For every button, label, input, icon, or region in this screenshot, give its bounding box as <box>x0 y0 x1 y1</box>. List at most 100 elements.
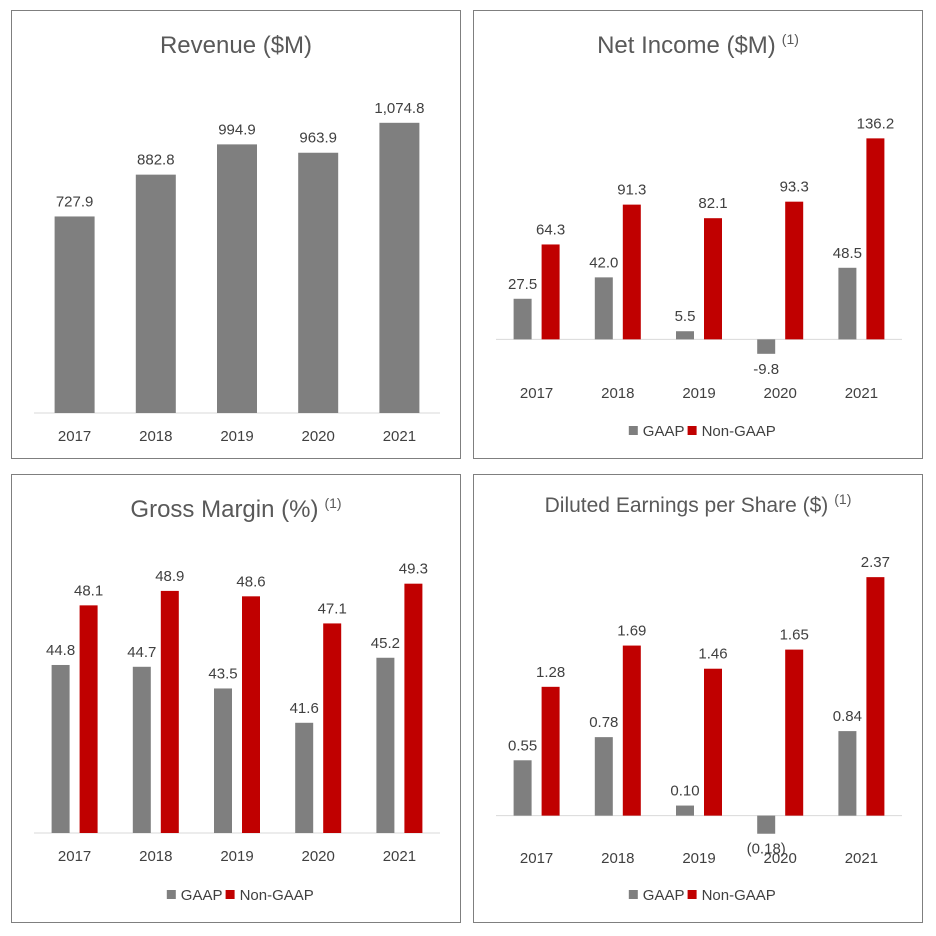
legend-label: Non-GAAP <box>240 887 314 904</box>
bar-non-gaap-2017 <box>79 605 98 833</box>
x-tick-label: 2017 <box>58 848 91 865</box>
data-label: 727.9 <box>56 193 94 210</box>
data-label: 64.3 <box>536 221 565 238</box>
data-label: 82.1 <box>698 195 727 212</box>
diluted-eps-chart-panel: Diluted Earnings per Share ($) (1) 0.55 1.… <box>473 474 923 923</box>
data-label: 0.84 <box>833 708 862 725</box>
x-tick-label: 2020 <box>302 428 335 445</box>
x-tick-label: 2021 <box>383 848 416 865</box>
data-label: 91.3 <box>617 182 646 199</box>
x-tick-label: 2018 <box>139 848 172 865</box>
chart-title: Gross Margin (%) (1) <box>130 495 341 523</box>
x-tick-label: 2019 <box>682 385 715 402</box>
data-label: -9.8 <box>753 361 779 378</box>
data-label: 2.37 <box>861 554 890 571</box>
x-tick-label: 2018 <box>601 850 634 867</box>
x-tick-label: 2019 <box>682 850 715 867</box>
gross-margin-chart-panel: Gross Margin (%) (1) 44.8 48.1 2017 44.7 48.9… <box>11 474 461 923</box>
bar-gaap-2017 <box>513 298 532 340</box>
x-tick-label: 2019 <box>220 428 253 445</box>
bar-gaap-2019 <box>214 688 232 833</box>
bar-gaap-2017 <box>51 664 70 833</box>
x-tick-label: 2017 <box>520 850 553 867</box>
chart-title: Net Income ($M) (1) <box>597 31 799 59</box>
x-tick-label: 2018 <box>601 385 634 402</box>
bar-gaap-2019 <box>676 331 694 340</box>
bar-gaap-2020 <box>295 722 314 833</box>
data-label: 1.46 <box>698 646 727 663</box>
bar-revenue-2021 <box>379 122 420 413</box>
data-label: 1.69 <box>617 623 646 640</box>
data-label: 1.65 <box>780 627 809 644</box>
data-label: 48.9 <box>155 568 184 585</box>
x-tick-label: 2020 <box>764 850 797 867</box>
legend-label: Non-GAAP <box>702 887 776 904</box>
data-label: 1,074.8 <box>374 100 424 117</box>
data-label: 48.5 <box>833 245 862 262</box>
bar-non-gaap-2017 <box>541 686 560 816</box>
gross-margin-chart: Gross Margin (%) (1) 44.8 48.1 2017 44.7 48.9… <box>34 495 440 904</box>
bar-revenue-2018 <box>135 174 176 413</box>
bar-gaap-2018 <box>132 666 151 833</box>
x-tick-label: 2020 <box>764 385 797 402</box>
bar-non-gaap-2020 <box>785 201 804 340</box>
data-label: 0.55 <box>508 737 537 754</box>
data-label: 42.0 <box>589 254 618 271</box>
legend-swatch-non-gaap <box>225 890 235 899</box>
chart-title: Diluted Earnings per Share ($) (1) <box>545 491 852 517</box>
bar-non-gaap-2021 <box>866 577 885 816</box>
x-tick-label: 2017 <box>520 385 553 402</box>
data-label: 48.1 <box>74 582 103 599</box>
legend-swatch-non-gaap <box>687 890 697 899</box>
bar-gaap-2020 <box>757 339 776 354</box>
legend-label: GAAP <box>643 887 685 904</box>
bar-gaap-2021 <box>838 731 857 816</box>
x-tick-label: 2019 <box>220 848 253 865</box>
plot-area: 44.8 48.1 2017 44.7 48.9 2018 43.5 48.6 2019 41.6… <box>34 561 440 865</box>
data-label: 0.10 <box>670 783 699 800</box>
bar-non-gaap-2021 <box>404 583 423 833</box>
bar-gaap-2018 <box>594 277 613 340</box>
plot-area: 0.55 1.28 2017 0.78 1.69 2018 0.10 1.46 2019 (0.1… <box>496 554 902 867</box>
chart-legend: GAAP Non-GAAP <box>628 423 776 440</box>
x-tick-label: 2021 <box>383 428 416 445</box>
data-label: 0.78 <box>589 714 618 731</box>
revenue-chart: Revenue ($M) 727.9 2017 882.8 2018 994.9 2019… <box>34 32 440 445</box>
bar-non-gaap-2018 <box>160 590 179 833</box>
plot-area: 27.5 64.3 2017 42.0 91.3 2018 5.5 82.1 2019 -9.8 9… <box>496 115 902 402</box>
legend-label: GAAP <box>643 423 685 440</box>
data-label: 45.2 <box>371 635 400 652</box>
plot-area: 727.9 2017 882.8 2018 994.9 2019 963.9 2020 1,07… <box>34 100 440 445</box>
data-label: 5.5 <box>675 308 696 325</box>
chart-title: Revenue ($M) <box>160 32 312 59</box>
chart-legend: GAAP Non-GAAP <box>628 887 776 904</box>
bar-non-gaap-2019 <box>704 668 722 816</box>
bar-gaap-2021 <box>376 657 395 833</box>
revenue-chart-panel: Revenue ($M) 727.9 2017 882.8 2018 994.9 2019… <box>11 10 461 459</box>
data-label: 49.3 <box>399 561 428 578</box>
net-income-chart: Net Income ($M) (1) 27.564.3201742.091.32… <box>496 31 902 440</box>
x-tick-label: 2018 <box>139 428 172 445</box>
bar-revenue-2020 <box>298 152 339 413</box>
data-label: 41.6 <box>290 700 319 717</box>
bar-non-gaap-2020 <box>785 649 804 816</box>
x-tick-label: 2021 <box>845 850 878 867</box>
data-label: 136.2 <box>857 115 895 132</box>
bar-non-gaap-2020 <box>323 623 342 833</box>
bar-gaap-2021 <box>838 267 857 340</box>
legend-label: GAAP <box>181 887 223 904</box>
bar-non-gaap-2019 <box>242 596 260 833</box>
bar-gaap-2019 <box>676 805 694 816</box>
bar-revenue-2017 <box>54 216 95 413</box>
data-label: 93.3 <box>780 179 809 196</box>
legend-swatch-gaap <box>166 890 176 899</box>
data-label: 44.8 <box>46 642 75 659</box>
x-tick-label: 2021 <box>845 385 878 402</box>
bar-gaap-2018 <box>594 737 613 816</box>
legend-label: Non-GAAP <box>702 423 776 440</box>
data-label: 43.5 <box>208 665 237 682</box>
bar-gaap-2020 <box>757 815 776 834</box>
data-label: 963.9 <box>299 130 337 147</box>
diluted-eps-chart: Diluted Earnings per Share ($) (1) 0.55 1.… <box>496 491 902 904</box>
legend-swatch-gaap <box>628 426 638 435</box>
